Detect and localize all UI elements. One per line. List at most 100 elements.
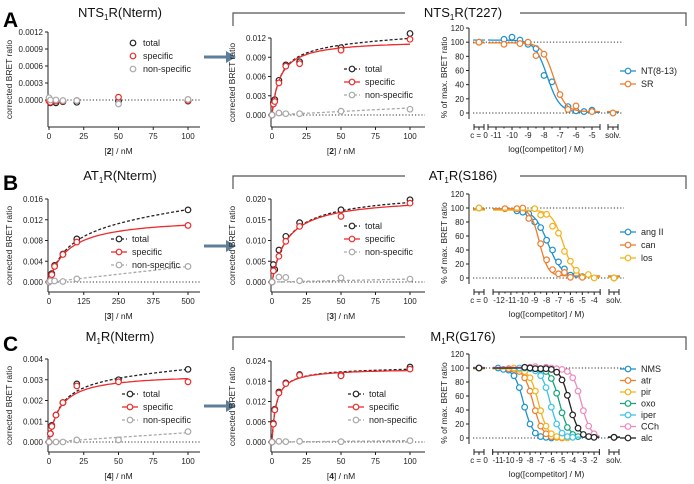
data-point <box>584 271 592 278</box>
legend-marker <box>352 403 360 411</box>
legend-entry: specific <box>129 51 174 61</box>
y-axis-label: % of max. BRET ratio <box>439 362 449 444</box>
series-los <box>473 204 620 282</box>
data-point <box>537 224 545 232</box>
y-tick-label: 100 <box>451 364 465 373</box>
data-point <box>296 277 304 285</box>
data-point <box>46 430 54 438</box>
series-non-specific <box>268 437 414 446</box>
x-tick-label: -11 <box>505 296 517 305</box>
legend-label: non-specific <box>369 415 418 425</box>
y-axis-label: corrected BRET ratio <box>227 206 237 285</box>
x-tick-label: -9 <box>531 296 539 305</box>
x-tick-label: -7 <box>555 296 563 305</box>
y-tick-label: 0.008 <box>23 237 44 246</box>
x-axis-label: log([competitor] / M) <box>509 309 585 319</box>
y-tick-label: 0.000 <box>246 111 267 120</box>
data-point <box>569 411 577 419</box>
data-point <box>532 52 540 60</box>
x-tick-label: 75 <box>371 297 380 306</box>
data-point <box>115 93 122 101</box>
data-point <box>555 258 562 266</box>
y-tick-label: 0.003 <box>246 92 267 101</box>
arrow-icon <box>226 51 236 63</box>
x-tick-label: -10 <box>506 131 518 140</box>
data-point <box>540 50 548 58</box>
chart-8: 0.000 0.006 0.012 0.018 0.024 corrected BRET … <box>227 357 425 481</box>
legend-label: iper <box>641 410 656 420</box>
data-point <box>515 384 523 392</box>
panel-c: C M1R(Nterm) M1R(G176) <box>3 329 687 412</box>
data-point <box>59 97 67 104</box>
title-subscript: 1 <box>96 337 101 346</box>
x-tick-label: 25 <box>302 297 311 306</box>
legend-entry: non-specific <box>348 415 418 425</box>
data-point <box>574 424 582 432</box>
x-label-bold: 4 <box>329 471 334 481</box>
title-subscript: 1 <box>450 13 455 22</box>
series-total <box>45 206 192 286</box>
legend-marker <box>126 390 134 398</box>
chart-1: 0.0000 0.0003 0.0006 0.0009 0.0012 corrected … <box>4 28 200 156</box>
x-tick-label: -7 <box>556 131 564 140</box>
y-tick-label: 0.005 <box>246 257 267 266</box>
data-point <box>569 374 577 382</box>
legend-label: alc <box>641 433 653 443</box>
data-point <box>337 438 345 446</box>
data-point <box>556 91 564 98</box>
data-point <box>282 274 290 281</box>
series-non-specific <box>268 105 414 119</box>
data-point <box>73 382 81 390</box>
title-text: R(Nterm) <box>101 329 154 344</box>
x-label-text: ] / nM <box>334 146 355 156</box>
x-tick-label: 25 <box>79 457 88 466</box>
x-tick-label-solvent: solv. <box>606 296 622 305</box>
data-point <box>59 278 67 285</box>
legend-entry: non-specific <box>111 260 181 270</box>
data-point <box>526 364 534 372</box>
fit-curve <box>272 278 411 283</box>
x-label-text: ] / nM <box>111 311 132 321</box>
data-point <box>547 375 555 382</box>
y-axis-label: corrected BRET ratio <box>227 367 237 446</box>
legend-entry: total <box>348 389 386 399</box>
x-tick-label: -10 <box>517 296 529 305</box>
x-tick-label: -6 <box>567 296 575 305</box>
legend-label: non-specific <box>132 260 181 270</box>
data-point <box>531 205 539 213</box>
title-subscript: 1 <box>441 337 446 346</box>
y-tick-label: 40 <box>455 81 464 90</box>
y-tick-label: 0.0000 <box>19 96 44 105</box>
x-tick-label-control: c = 0 <box>470 296 488 305</box>
data-point <box>543 236 550 244</box>
x-label-text: [ <box>104 471 107 481</box>
group-title: AT1R(S186) <box>429 168 498 185</box>
chart-3: 0 20 40 60 80 100 120% of max. BRET ratio -11 -1… <box>439 24 677 154</box>
title-text: R(Nterm) <box>103 168 156 183</box>
legend-entry: total <box>129 38 160 48</box>
legend-marker <box>624 423 632 430</box>
y-tick-label: 0.012 <box>23 216 44 225</box>
y-axis-label: corrected BRET ratio <box>227 43 237 122</box>
data-point <box>48 271 56 279</box>
y-tick-label: 0.016 <box>23 195 44 204</box>
data-point <box>537 372 545 380</box>
data-point <box>549 222 556 230</box>
legend-marker <box>624 228 632 236</box>
legend-marker <box>126 416 134 424</box>
x-tick-label: -8 <box>540 131 548 140</box>
data-point <box>555 229 562 237</box>
legend-marker <box>129 65 137 73</box>
legend-label: NT(8-13) <box>641 66 677 76</box>
data-point <box>567 257 574 265</box>
x-axis-label: [4] / nM <box>104 471 132 481</box>
legend-entry: specific <box>344 234 396 244</box>
data-point <box>275 389 283 397</box>
data-point <box>51 277 58 285</box>
data-point <box>52 96 60 104</box>
y-tick-label: 0.015 <box>246 216 267 225</box>
legend-marker <box>126 403 134 411</box>
series-alc <box>473 363 620 441</box>
y-tick-label: 0.003 <box>23 376 44 385</box>
